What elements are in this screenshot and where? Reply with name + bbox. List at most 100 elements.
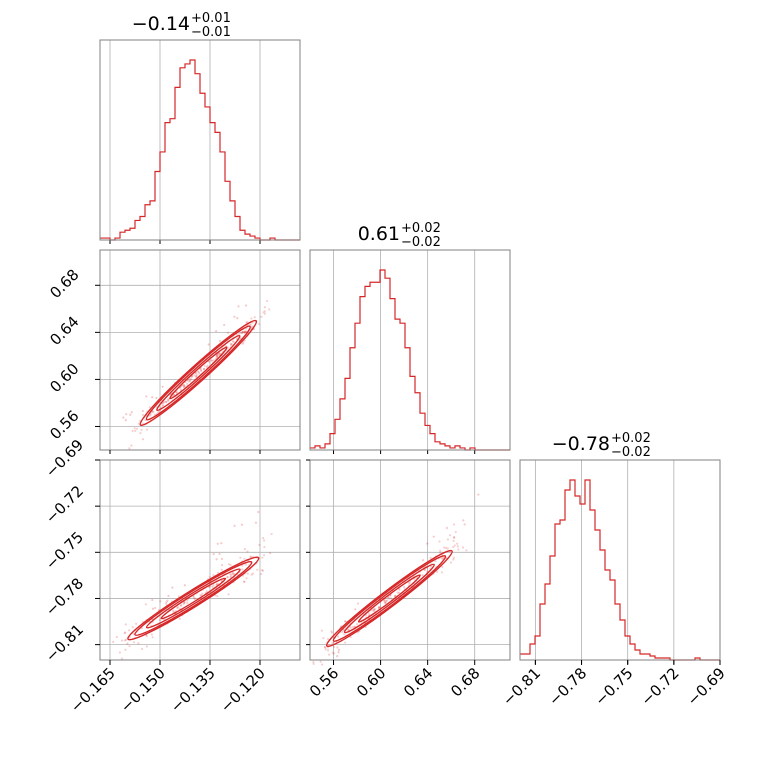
hist-2-bin-12: [365, 286, 370, 450]
2d-3-sample-33: [452, 536, 456, 539]
2d-2-sample-99: [229, 575, 232, 578]
2d-2-sample-26: [220, 568, 223, 571]
xaxis-3-tick-label-1: −0.81: [499, 664, 544, 709]
2d-3-sample-160: [454, 530, 457, 534]
2d-2-sample-79: [205, 590, 209, 593]
2d-3-sample-87: [377, 606, 381, 609]
hist-1-bin-12: [155, 172, 160, 240]
2d-2-sample-147: [132, 641, 135, 644]
2d-1-sample-118: [202, 367, 206, 371]
hist-3-bin-2: [525, 654, 530, 660]
2d-2-sample-207: [176, 606, 179, 610]
histogram-panel-3: −0.78 +0.02−0.02: [520, 431, 721, 664]
2d-1-sample-171: [166, 399, 170, 403]
2d-1-sample-46: [217, 353, 220, 357]
hist-3-bin-11: [570, 480, 575, 660]
2d-1-sample-152: [246, 321, 249, 324]
2d-1-sample-54: [262, 311, 265, 314]
2d-1-sample-184: [241, 331, 244, 335]
2d-1-sample-145: [135, 427, 139, 430]
hist-1-bin-16: [175, 87, 180, 240]
2d-1-trail-sample-4: [151, 396, 154, 399]
2d-2-sample-151: [231, 571, 234, 574]
2d-2-sample-6: [261, 569, 265, 572]
2d-2-sample-39: [186, 602, 189, 605]
2d-1-sample-123: [239, 331, 242, 335]
2d-3-sample-222: [461, 546, 465, 549]
2d-2-trail-sample-15: [220, 542, 223, 545]
2d-1-sample-87: [210, 358, 213, 362]
2d-3-sample-91: [332, 652, 336, 655]
hist-3-bin-17: [600, 550, 605, 660]
2d-1-sample-41: [251, 325, 254, 328]
2d-1-sample-108: [215, 355, 218, 358]
2d-3-sample-192: [396, 591, 399, 594]
2d-3-trail-sample-22: [384, 601, 387, 604]
2d-1-sample-88: [197, 370, 200, 374]
hist-3-bin-6: [545, 584, 550, 660]
2d-1-sample-52: [183, 384, 186, 387]
yaxis-3-tick-label-4: −0.72: [42, 482, 87, 527]
2d-1-sample-200: [202, 367, 206, 371]
2d-3-contour-3: [332, 555, 447, 642]
2d-3-sample-219: [452, 556, 455, 559]
hist-3-bin-12: [575, 496, 580, 660]
2d-panel-3: [310, 459, 510, 666]
hist-1-bin-18: [185, 64, 190, 240]
2d-2-sample-15: [261, 537, 265, 540]
xaxis-3-tick-label-5: −0.69: [684, 664, 729, 709]
hist-3-bin-15: [590, 510, 595, 660]
2d-1-sample-101: [251, 321, 254, 324]
hist-2-bin-28: [445, 446, 450, 450]
2d-1-sample-192: [216, 354, 219, 357]
2d-2-sample-140: [227, 593, 230, 596]
hist-2-step-outline: [310, 269, 510, 451]
2d-3-sample-227: [347, 628, 350, 632]
hist-1-bin-13: [160, 152, 165, 240]
hist-1-bin-10: [145, 205, 150, 240]
2d-1-trail-sample-10: [125, 413, 128, 416]
2d-1-sample-186: [229, 343, 233, 347]
hist-2-bin-9: [350, 348, 355, 450]
yaxis-2-tick-label-2: 0.60: [46, 360, 82, 396]
yaxis-3-tick-label-3: −0.75: [42, 528, 87, 573]
hist-3-bin-9: [560, 520, 565, 660]
2d-3-sample-215: [386, 599, 389, 602]
2d-2-sample-176: [123, 639, 126, 642]
2d-2-sample-34: [212, 584, 215, 587]
2d-1-sample-63: [131, 429, 134, 433]
2d-1-sample-6: [203, 364, 207, 368]
2d-1-sample-64: [263, 312, 267, 315]
2d-3-sample-184: [330, 630, 333, 633]
2d-3-sample-159: [349, 626, 352, 629]
2d-2-sample-95: [227, 563, 231, 566]
2d-1-sample-158: [198, 372, 201, 375]
hist-1-bin-14: [165, 123, 170, 240]
xaxis-3-tick-label-4: −0.72: [637, 664, 682, 709]
2d-3-sample-151: [378, 607, 381, 610]
2d-1-sample-174: [210, 359, 213, 362]
hist-3-bin-23: [630, 644, 635, 660]
2d-2-trail-sample-18: [215, 558, 218, 561]
2d-3-sample-140: [452, 558, 455, 561]
2d-2-sample-152: [115, 636, 118, 639]
2d-3-sample-156: [421, 574, 424, 577]
2d-2-trail-sample-6: [254, 521, 258, 524]
2d-3-sample-102: [384, 602, 387, 605]
2d-3-sample-205: [373, 608, 376, 611]
2d-2-sample-182: [131, 626, 134, 629]
2d-2-sample-16: [256, 568, 259, 571]
2d-3-trail-sample-11: [337, 651, 340, 654]
2d-2-sample-96: [165, 600, 168, 603]
2d-1-sample-74: [265, 299, 269, 303]
2d-3-sample-4: [441, 565, 444, 569]
2d-2-sample-218: [145, 645, 149, 648]
2d-2-sample-144: [241, 564, 244, 567]
hist-2-bin-19: [400, 323, 405, 450]
hist-1-bin-26: [225, 181, 230, 240]
2d-1-trail-sample-3: [130, 411, 133, 414]
2d-2-sample-214: [128, 645, 131, 648]
2d-2-sample-221: [245, 577, 248, 580]
2d-3-contour-1: [357, 574, 421, 623]
2d-2-trail-sample-5: [151, 598, 154, 602]
